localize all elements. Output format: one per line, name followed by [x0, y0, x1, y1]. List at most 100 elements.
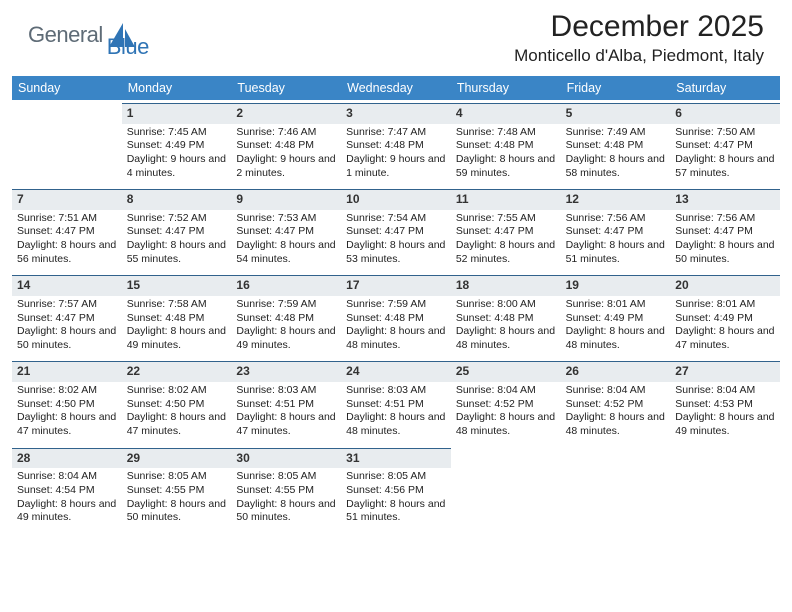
daylight-line: Daylight: 8 hours and 49 minutes. [675, 411, 775, 438]
calendar-day-cell: 22Sunrise: 8:02 AMSunset: 4:50 PMDayligh… [122, 358, 232, 444]
calendar-week-row: 14Sunrise: 7:57 AMSunset: 4:47 PMDayligh… [12, 272, 780, 358]
sunset-line: Sunset: 4:47 PM [346, 225, 446, 239]
sunset-line: Sunset: 4:47 PM [675, 139, 775, 153]
logo-word1: General [28, 22, 103, 48]
dow-header-cell: Sunday [12, 76, 122, 100]
sunrise-line: Sunrise: 7:51 AM [17, 212, 117, 226]
sunrise-line: Sunrise: 7:52 AM [127, 212, 227, 226]
sunset-line: Sunset: 4:52 PM [456, 398, 556, 412]
title-block: December 2025 Monticello d'Alba, Piedmon… [514, 10, 764, 66]
day-number-bar: 24 [341, 361, 451, 382]
day-number-bar: 31 [341, 448, 451, 469]
day-number-bar: 22 [122, 361, 232, 382]
day-number-bar: 6 [670, 103, 780, 124]
calendar-day-cell: 11Sunrise: 7:55 AMSunset: 4:47 PMDayligh… [451, 186, 561, 272]
sunset-line: Sunset: 4:50 PM [127, 398, 227, 412]
calendar-day-cell: 21Sunrise: 8:02 AMSunset: 4:50 PMDayligh… [12, 358, 122, 444]
calendar-day-cell: 4 Sunrise: 7:48 AMSunset: 4:48 PMDaylight… [451, 100, 561, 186]
day-number-bar: 8 [122, 189, 232, 210]
page-title: December 2025 [514, 10, 764, 44]
sunset-line: Sunset: 4:53 PM [675, 398, 775, 412]
day-number-bar: 2 [231, 103, 341, 124]
daylight-line: Daylight: 8 hours and 47 minutes. [127, 411, 227, 438]
calendar-day-cell: 31Sunrise: 8:05 AMSunset: 4:56 PMDayligh… [341, 445, 451, 531]
calendar-day-cell: 17Sunrise: 7:59 AMSunset: 4:48 PMDayligh… [341, 272, 451, 358]
calendar-day-cell: 14Sunrise: 7:57 AMSunset: 4:47 PMDayligh… [12, 272, 122, 358]
sunset-line: Sunset: 4:48 PM [566, 139, 666, 153]
sunrise-line: Sunrise: 7:58 AM [127, 298, 227, 312]
sunset-line: Sunset: 4:48 PM [456, 312, 556, 326]
sunrise-line: Sunrise: 8:03 AM [346, 384, 446, 398]
calendar-day-cell: 10Sunrise: 7:54 AMSunset: 4:47 PMDayligh… [341, 186, 451, 272]
daylight-line: Daylight: 8 hours and 47 minutes. [236, 411, 336, 438]
sunrise-line: Sunrise: 7:47 AM [346, 126, 446, 140]
calendar-day-cell: 25Sunrise: 8:04 AMSunset: 4:52 PMDayligh… [451, 358, 561, 444]
calendar-day-cell: 13Sunrise: 7:56 AMSunset: 4:47 PMDayligh… [670, 186, 780, 272]
sunset-line: Sunset: 4:49 PM [566, 312, 666, 326]
daylight-line: Daylight: 8 hours and 55 minutes. [127, 239, 227, 266]
sunset-line: Sunset: 4:54 PM [17, 484, 117, 498]
calendar: SundayMondayTuesdayWednesdayThursdayFrid… [12, 76, 780, 531]
sunset-line: Sunset: 4:47 PM [17, 312, 117, 326]
sunrise-line: Sunrise: 8:04 AM [456, 384, 556, 398]
sunset-line: Sunset: 4:48 PM [346, 139, 446, 153]
sunset-line: Sunset: 4:51 PM [346, 398, 446, 412]
sunrise-line: Sunrise: 7:53 AM [236, 212, 336, 226]
dow-header-cell: Saturday [670, 76, 780, 100]
sunrise-line: Sunrise: 7:54 AM [346, 212, 446, 226]
sunset-line: Sunset: 4:47 PM [17, 225, 117, 239]
calendar-day-cell: 24 Sunrise: 8:03 AMSunset: 4:51 PMDayligh… [341, 358, 451, 444]
daylight-line: Daylight: 8 hours and 48 minutes. [566, 325, 666, 352]
day-number-bar: 29 [122, 448, 232, 469]
calendar-day-cell: 23Sunrise: 8:03 AMSunset: 4:51 PMDayligh… [231, 358, 341, 444]
sunrise-line: Sunrise: 8:05 AM [346, 470, 446, 484]
dow-header-cell: Wednesday [341, 76, 451, 100]
sunset-line: Sunset: 4:49 PM [675, 312, 775, 326]
sunrise-line: Sunrise: 8:05 AM [236, 470, 336, 484]
daylight-line: Daylight: 9 hours and 4 minutes. [127, 153, 227, 180]
calendar-day-cell: 19Sunrise: 8:01 AMSunset: 4:49 PMDayligh… [561, 272, 671, 358]
sunset-line: Sunset: 4:52 PM [566, 398, 666, 412]
daylight-line: Daylight: 8 hours and 48 minutes. [456, 411, 556, 438]
daylight-line: Daylight: 8 hours and 50 minutes. [127, 498, 227, 525]
sunrise-line: Sunrise: 7:59 AM [236, 298, 336, 312]
calendar-blank-cell [670, 445, 780, 531]
sunset-line: Sunset: 4:55 PM [236, 484, 336, 498]
day-number-bar: 5 [561, 103, 671, 124]
calendar-day-cell: 2Sunrise: 7:46 AMSunset: 4:48 PMDaylight… [231, 100, 341, 186]
calendar-day-cell: 29Sunrise: 8:05 AMSunset: 4:55 PMDayligh… [122, 445, 232, 531]
daylight-line: Daylight: 8 hours and 53 minutes. [346, 239, 446, 266]
sunrise-line: Sunrise: 8:03 AM [236, 384, 336, 398]
dow-header-row: SundayMondayTuesdayWednesdayThursdayFrid… [12, 76, 780, 100]
day-number-bar: 16 [231, 275, 341, 296]
sunset-line: Sunset: 4:56 PM [346, 484, 446, 498]
sunset-line: Sunset: 4:55 PM [127, 484, 227, 498]
sunset-line: Sunset: 4:47 PM [675, 225, 775, 239]
daylight-line: Daylight: 8 hours and 49 minutes. [127, 325, 227, 352]
daylight-line: Daylight: 8 hours and 51 minutes. [346, 498, 446, 525]
day-number-bar: 19 [561, 275, 671, 296]
sunset-line: Sunset: 4:50 PM [17, 398, 117, 412]
day-number-bar: 4 [451, 103, 561, 124]
sunset-line: Sunset: 4:48 PM [127, 312, 227, 326]
daylight-line: Daylight: 8 hours and 48 minutes. [346, 411, 446, 438]
daylight-line: Daylight: 8 hours and 56 minutes. [17, 239, 117, 266]
logo-sail-icon [107, 21, 137, 49]
calendar-week-row: 21Sunrise: 8:02 AMSunset: 4:50 PMDayligh… [12, 358, 780, 444]
daylight-line: Daylight: 9 hours and 1 minute. [346, 153, 446, 180]
day-number-bar: 3 [341, 103, 451, 124]
daylight-line: Daylight: 8 hours and 50 minutes. [236, 498, 336, 525]
daylight-line: Daylight: 8 hours and 59 minutes. [456, 153, 556, 180]
sunset-line: Sunset: 4:48 PM [456, 139, 556, 153]
sunrise-line: Sunrise: 8:01 AM [675, 298, 775, 312]
logo-block: General Blue [28, 10, 149, 60]
sunrise-line: Sunrise: 8:02 AM [17, 384, 117, 398]
calendar-day-cell: 16Sunrise: 7:59 AMSunset: 4:48 PMDayligh… [231, 272, 341, 358]
daylight-line: Daylight: 8 hours and 50 minutes. [675, 239, 775, 266]
day-number-bar: 21 [12, 361, 122, 382]
day-number-bar: 11 [451, 189, 561, 210]
day-number-bar: 17 [341, 275, 451, 296]
dow-header-cell: Friday [561, 76, 671, 100]
calendar-week-row: 28Sunrise: 8:04 AMSunset: 4:54 PMDayligh… [12, 445, 780, 531]
sunrise-line: Sunrise: 7:48 AM [456, 126, 556, 140]
